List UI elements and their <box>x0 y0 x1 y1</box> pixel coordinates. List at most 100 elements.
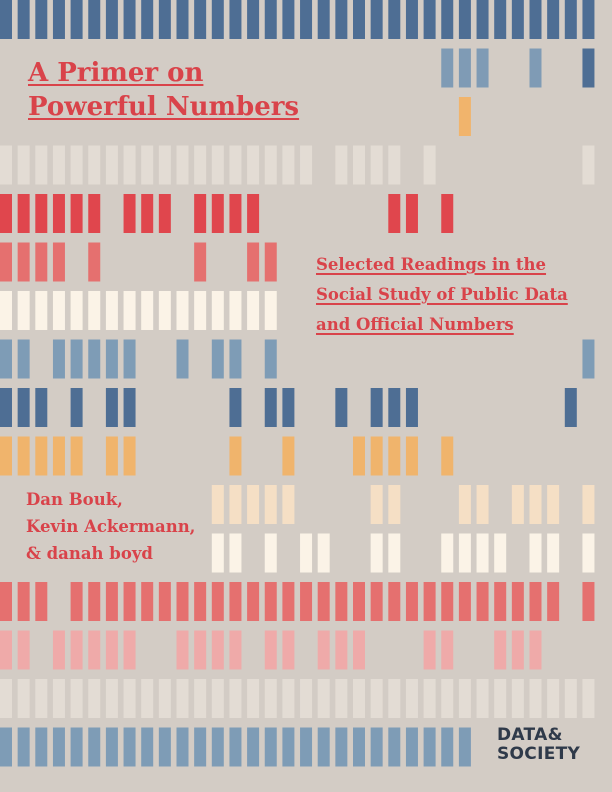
pattern-bar <box>247 582 260 621</box>
pattern-bar <box>423 630 436 670</box>
pattern-bar <box>370 727 383 767</box>
pattern-bar <box>194 0 207 39</box>
pattern-bar <box>423 582 436 621</box>
pattern-bar <box>582 339 595 379</box>
pattern-bar <box>88 145 101 185</box>
pattern-bar <box>211 582 224 621</box>
pattern-bar <box>370 679 383 718</box>
pattern-bar <box>88 242 101 282</box>
pattern-bar <box>52 145 65 185</box>
pattern-bar <box>105 630 118 670</box>
pattern-bar <box>52 339 65 379</box>
pattern-bar <box>105 145 118 185</box>
pattern-bar <box>582 582 595 621</box>
pattern-bar <box>353 582 365 621</box>
pattern-bar <box>17 0 30 39</box>
pattern-bar <box>0 291 12 330</box>
pattern-bar <box>176 630 189 670</box>
pattern-bar <box>247 727 260 767</box>
pattern-bar <box>353 630 365 670</box>
pattern-bar <box>247 0 260 39</box>
pattern-bar <box>547 0 560 39</box>
pattern-bar <box>88 291 101 330</box>
pattern-bar <box>547 582 560 621</box>
pattern-bar <box>17 339 30 379</box>
pattern-bar <box>405 582 418 621</box>
pattern-bar <box>17 388 30 427</box>
pattern-bar <box>441 194 454 233</box>
pattern-bar <box>370 388 383 427</box>
pattern-bar <box>264 679 277 718</box>
pattern-bar <box>388 436 401 476</box>
pattern-bar <box>17 145 30 185</box>
pattern-bar <box>264 291 277 330</box>
pattern-bar <box>70 630 83 670</box>
pattern-bar <box>317 679 330 718</box>
pattern-bar <box>52 242 65 282</box>
pattern-bar <box>388 679 401 718</box>
pattern-bar <box>335 679 348 718</box>
pattern-bar <box>405 679 418 718</box>
pattern-bar <box>282 679 295 718</box>
pattern-bar <box>70 291 83 330</box>
pattern-bar <box>176 145 189 185</box>
pattern-bar <box>229 0 242 39</box>
pattern-bar <box>123 339 136 379</box>
pattern-bar <box>582 679 595 718</box>
pattern-bar <box>211 485 224 524</box>
pattern-bar <box>300 679 313 718</box>
pattern-bar <box>229 145 242 185</box>
pattern-bar <box>70 339 83 379</box>
pattern-bar <box>194 630 207 670</box>
pattern-bar <box>158 727 171 767</box>
pattern-bar <box>35 194 48 233</box>
pattern-bar <box>282 388 295 427</box>
pattern-bar <box>353 679 365 718</box>
pattern-bar <box>476 679 489 718</box>
pattern-bar <box>441 533 454 573</box>
pattern-bar <box>388 727 401 767</box>
pattern-bar <box>441 582 454 621</box>
pattern-bar <box>141 727 154 767</box>
pattern-bar <box>423 679 436 718</box>
pattern-bar <box>123 630 136 670</box>
pattern-bar <box>211 339 224 379</box>
pattern-bar <box>176 679 189 718</box>
pattern-bar <box>317 533 330 573</box>
pattern-bar <box>282 145 295 185</box>
pattern-bar <box>141 679 154 718</box>
pattern-bar <box>529 0 542 39</box>
pattern-bar <box>194 727 207 767</box>
pattern-bar <box>229 388 242 427</box>
pattern-bar <box>35 145 48 185</box>
pattern-bar <box>405 0 418 39</box>
pattern-bar <box>494 533 507 573</box>
pattern-bar <box>264 727 277 767</box>
pattern-bar <box>458 727 471 767</box>
pattern-bar <box>158 0 171 39</box>
pattern-bar <box>176 339 189 379</box>
pattern-bar <box>405 388 418 427</box>
pattern-bar <box>335 727 348 767</box>
pattern-bar <box>370 582 383 621</box>
pattern-bar <box>194 194 207 233</box>
pattern-bar <box>158 145 171 185</box>
author-line-2: Kevin Ackermann, <box>26 517 196 536</box>
pattern-bar <box>123 436 136 476</box>
pattern-bar <box>423 727 436 767</box>
pattern-bar <box>0 145 12 185</box>
pattern-bar <box>141 145 154 185</box>
pattern-bar <box>229 679 242 718</box>
pattern-bar <box>388 582 401 621</box>
pattern-bar <box>264 582 277 621</box>
publisher-logo-line-1: DATA& <box>497 725 563 745</box>
pattern-bar <box>176 582 189 621</box>
publisher-logo-line-2: SOCIETY <box>497 744 581 764</box>
pattern-bar <box>282 0 295 39</box>
cover-title-line-1: A Primer on <box>28 58 204 88</box>
pattern-bar <box>423 0 436 39</box>
cover-subtitle: Selected Readings in the Social Study of… <box>316 250 568 340</box>
pattern-bar <box>317 582 330 621</box>
pattern-bar <box>529 630 542 670</box>
